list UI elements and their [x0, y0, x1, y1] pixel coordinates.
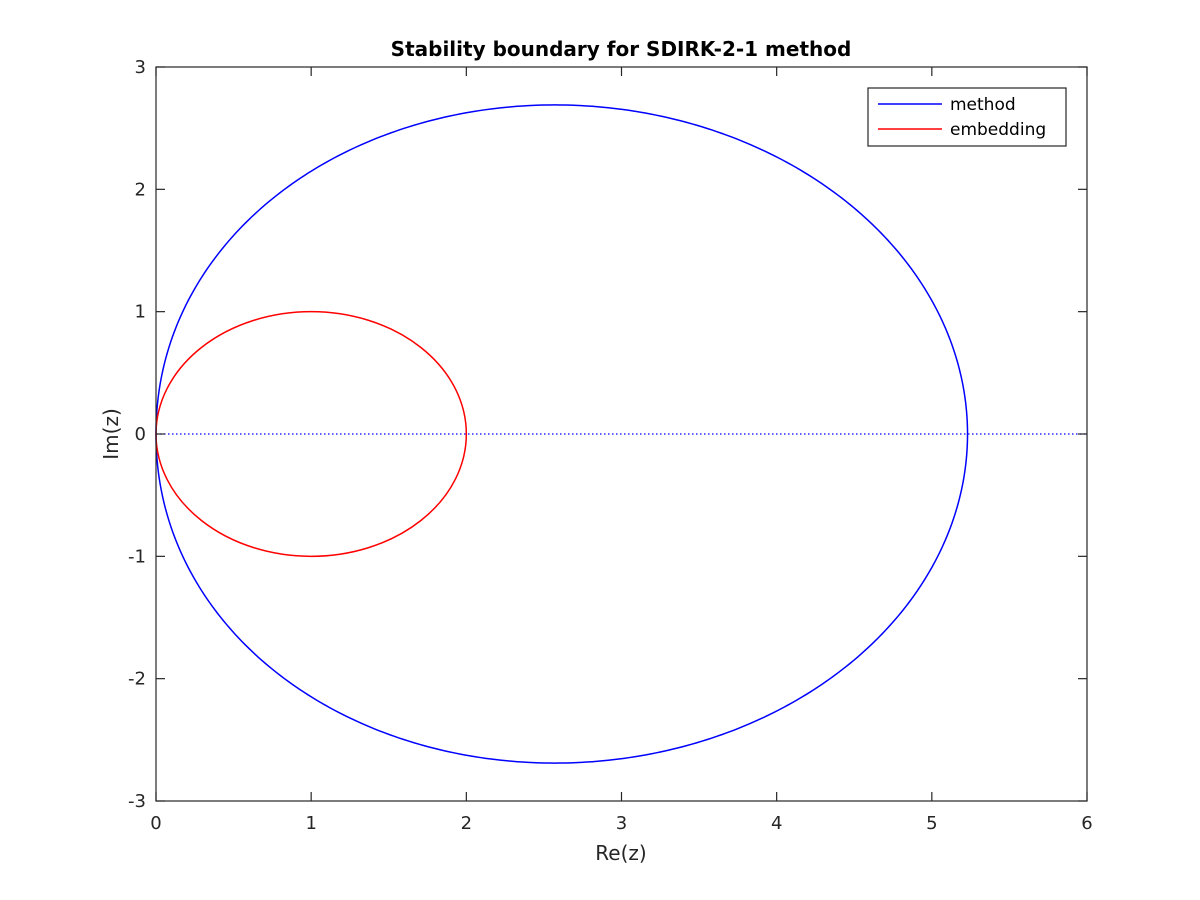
y-tick-label: -1: [128, 546, 146, 567]
legend: method embedding: [867, 87, 1067, 147]
legend-box: [867, 87, 1067, 147]
x-tick-label: 4: [771, 813, 782, 834]
x-axis-label: Re(z): [595, 841, 646, 865]
legend-label-embedding: embedding: [950, 120, 1046, 140]
y-axis-ticks: -3 -2 -1 0 1 2 3: [128, 57, 1087, 812]
y-tick-label: 3: [135, 57, 146, 78]
y-axis-label: Im(z): [99, 408, 123, 459]
chart-title: Stability boundary for SDIRK-2-1 method: [391, 37, 852, 61]
x-tick-label: 2: [461, 813, 472, 834]
x-tick-label: 6: [1081, 813, 1092, 834]
x-axis-ticks: 0 1 2 3 4 5 6: [150, 67, 1093, 834]
x-tick-label: 0: [150, 813, 161, 834]
y-tick-label: 1: [135, 302, 146, 323]
y-tick-label: 2: [135, 179, 146, 200]
x-tick-label: 3: [616, 813, 627, 834]
series-method-curve: [155, 104, 969, 764]
plot-area: [155, 66, 1088, 802]
y-tick-label: -2: [128, 669, 146, 690]
x-tick-label: 5: [926, 813, 937, 834]
legend-label-method: method: [950, 95, 1016, 115]
x-tick-label: 1: [305, 813, 316, 834]
y-tick-label: 0: [135, 424, 146, 445]
y-tick-label: -3: [128, 791, 146, 812]
